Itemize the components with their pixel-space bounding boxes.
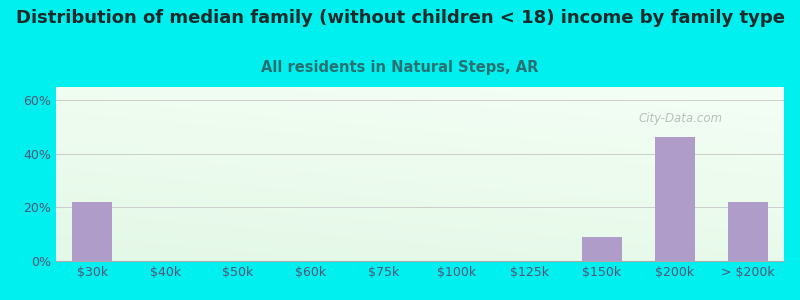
- Text: Distribution of median family (without children < 18) income by family type: Distribution of median family (without c…: [15, 9, 785, 27]
- Text: City-Data.com: City-Data.com: [638, 112, 722, 125]
- Bar: [582, 237, 622, 261]
- Bar: [72, 202, 113, 261]
- Bar: [727, 202, 768, 261]
- Text: All residents in Natural Steps, AR: All residents in Natural Steps, AR: [262, 60, 538, 75]
- Bar: [654, 137, 695, 261]
